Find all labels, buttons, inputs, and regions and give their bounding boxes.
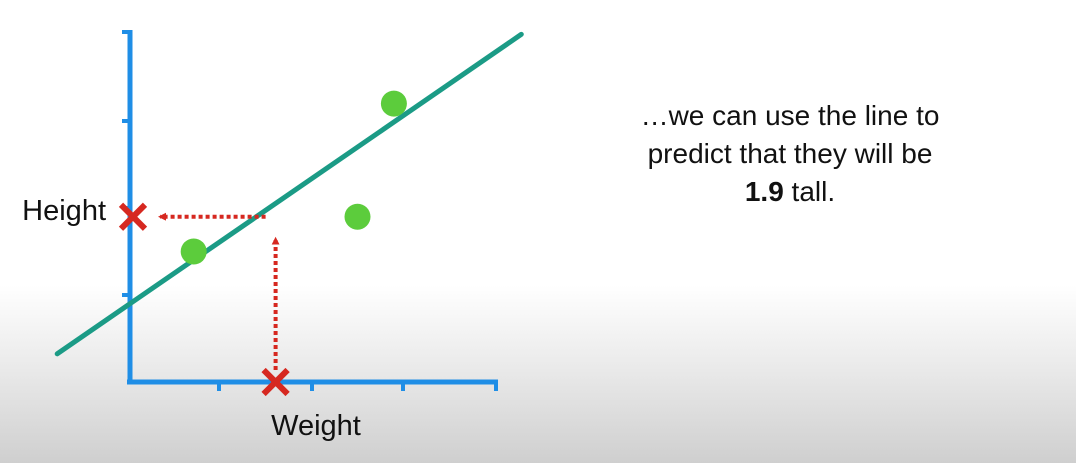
prediction-markers xyxy=(118,202,290,397)
x-mark-stroke xyxy=(261,367,290,397)
data-point xyxy=(180,238,207,265)
caption-line-3: 1.9 tall. xyxy=(560,173,1020,211)
caption-line-2: predict that they will be xyxy=(647,138,933,169)
data-point xyxy=(344,203,371,230)
caption-value: 1.9 xyxy=(744,176,784,207)
regression-line xyxy=(54,31,524,357)
caption-suffix: tall. xyxy=(783,176,836,207)
data-points xyxy=(180,90,407,265)
prediction-guides xyxy=(158,212,280,370)
data-point xyxy=(380,90,407,117)
y-axis-label: Height xyxy=(22,195,106,227)
y-axis-prediction-marker xyxy=(118,202,148,231)
x-axis-label: Weight xyxy=(271,410,361,442)
x-axis-prediction-marker xyxy=(261,367,290,397)
x-mark-stroke xyxy=(118,202,148,231)
axes xyxy=(122,30,498,391)
regression-line-group xyxy=(54,31,524,357)
caption: …we can use the line to predict that the… xyxy=(560,97,1020,211)
caption-line-1: …we can use the line to xyxy=(640,100,940,131)
